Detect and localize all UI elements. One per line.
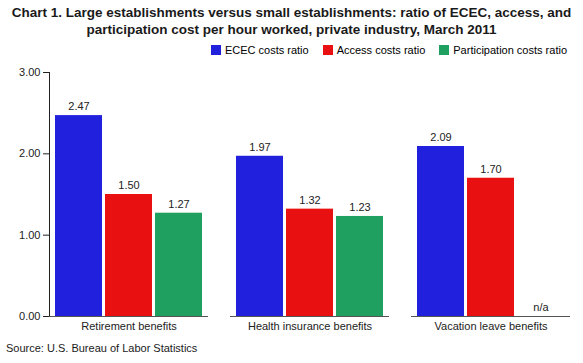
svg-text:1.23: 1.23 (349, 201, 370, 213)
svg-text:2.09: 2.09 (430, 131, 451, 143)
html-text:Source: U.S. Bureau of Labor S: Source: U.S. Bureau of Labor Statistics (6, 342, 198, 354)
html-text:Chart 1. Large establishments: Chart 1. Large establishments versus sma… (11, 5, 572, 37)
svg-text:Vacation leave benefits: Vacation leave benefits (435, 320, 548, 332)
svg-text:Health insurance benefits: Health insurance benefits (248, 320, 373, 332)
svg-text:1.27: 1.27 (168, 198, 189, 210)
html-text:ECEC costs ratio: ECEC costs ratio (224, 44, 309, 56)
svg-text:1.32: 1.32 (299, 194, 320, 206)
svg-text:3.00: 3.00 (19, 66, 40, 78)
svg-text:2.00: 2.00 (19, 147, 40, 159)
svg-text:2.47: 2.47 (68, 100, 89, 112)
svg-text:0.00: 0.00 (19, 310, 40, 322)
svg-text:1.70: 1.70 (480, 163, 501, 175)
svg-text:1.97: 1.97 (249, 141, 270, 153)
svg-text:Retirement benefits: Retirement benefits (81, 320, 177, 332)
svg-text:1.50: 1.50 (118, 179, 139, 191)
html-text:Participation costs ratio: Participation costs ratio (453, 44, 567, 56)
svg-text:1.00: 1.00 (19, 229, 40, 241)
svg-text:n/a: n/a (533, 301, 549, 313)
html-text:Access costs ratio: Access costs ratio (336, 44, 426, 56)
